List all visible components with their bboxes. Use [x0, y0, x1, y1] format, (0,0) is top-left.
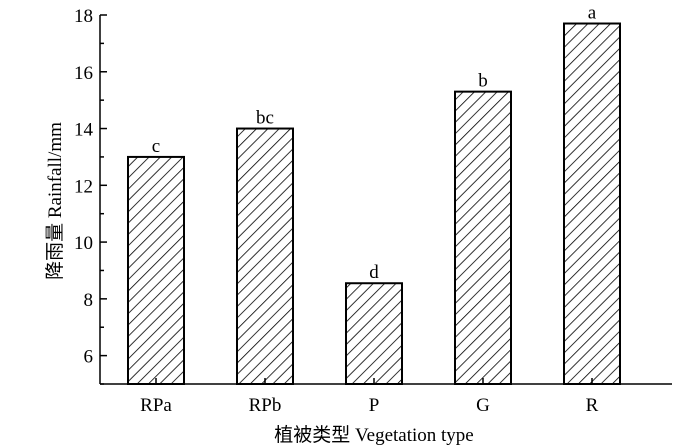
significance-label-rpb: bc — [256, 108, 274, 129]
x-tick-label-rpa: RPa — [140, 395, 172, 416]
y-tick-label-18: 18 — [74, 6, 93, 27]
bar-rpb — [236, 127, 294, 385]
y-tick-label-16: 16 — [74, 63, 93, 84]
y-tick-label-8: 8 — [84, 290, 94, 311]
bar-g — [454, 90, 512, 385]
x-tick-label-p: P — [369, 395, 380, 416]
bar-rpa — [127, 155, 185, 385]
y-tick-label-6: 6 — [84, 347, 94, 368]
x-tick-label-r: R — [586, 395, 599, 416]
significance-label-rpa: c — [152, 136, 160, 157]
x-tick-label-g: G — [476, 395, 490, 416]
y-tick-label-10: 10 — [74, 233, 93, 254]
x-tick-label-rpb: RPb — [249, 395, 282, 416]
significance-label-g: b — [478, 71, 488, 92]
bar-r — [563, 22, 621, 386]
significance-label-p: d — [369, 262, 379, 283]
y-axis-title: 降雨量 Rainfall/mm — [44, 122, 66, 280]
bars-group: c bc d b a — [127, 3, 621, 386]
bar-p — [345, 282, 403, 385]
y-tick-label-14: 14 — [74, 120, 94, 141]
x-axis-title: 植被类型 Vegetation type — [274, 424, 473, 446]
y-tick-label-12: 12 — [74, 176, 93, 197]
significance-label-r: a — [588, 3, 597, 24]
axes-group: RPa RPb P G R 6 8 10 12 14 16 18 — [74, 6, 672, 416]
